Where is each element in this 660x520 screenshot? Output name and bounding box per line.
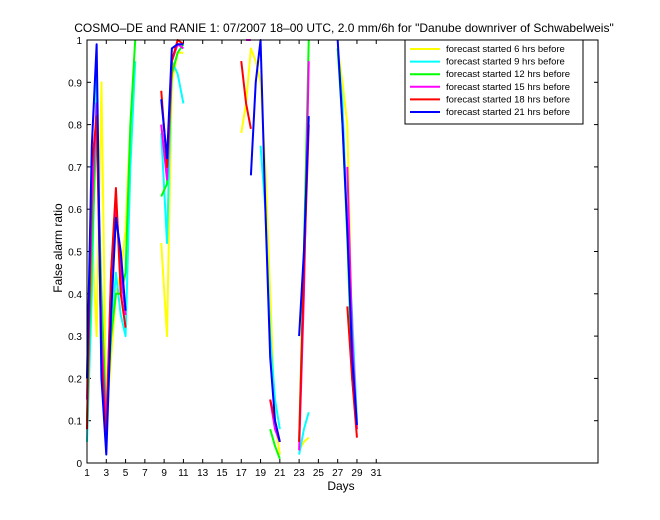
y-axis-ticks: 0 0.1 0.2 0.3 0.4 0.5 0.6 0.7 0.8 0.9 1	[68, 36, 598, 470]
x-tick-label: 9	[161, 468, 167, 479]
y-tick-label: 1	[76, 36, 82, 47]
legend-label: forecast started 21 hrs before	[446, 107, 570, 118]
x-tick-label: 23	[294, 468, 306, 479]
x-tick-label: 29	[351, 468, 363, 479]
y-tick-label: 0	[76, 459, 82, 470]
x-axis-label: Days	[327, 479, 354, 493]
legend-label: forecast started 12 hrs before	[446, 69, 570, 80]
plot-frame	[86, 39, 599, 464]
x-tick-label: 27	[332, 468, 344, 479]
series-line	[240, 61, 252, 130]
series-line	[86, 43, 127, 456]
x-tick-label: 25	[313, 468, 325, 479]
y-tick-label: 0.3	[68, 332, 82, 343]
chart-title: COSMO–DE and RANIE 1: 07/2007 18–00 UTC,…	[74, 21, 613, 35]
legend-items: forecast started 6 hrs before forecast st…	[410, 44, 570, 118]
y-tick-label: 0.5	[68, 248, 82, 259]
legend-box	[404, 39, 584, 125]
legend-label: forecast started 9 hrs before	[446, 57, 565, 68]
legend: forecast started 6 hrs before forecast st…	[404, 39, 584, 125]
series-6	[86, 39, 358, 456]
x-tick-label: 15	[216, 468, 228, 479]
x-tick-label: 13	[197, 468, 209, 479]
y-tick-label: 0.7	[68, 163, 82, 174]
x-tick-label: 5	[123, 468, 129, 479]
x-tick-label: 21	[274, 468, 286, 479]
series-line	[249, 39, 281, 443]
series-line	[336, 39, 358, 426]
series-line	[160, 43, 184, 160]
x-tick-label: 11	[178, 468, 189, 479]
y-tick-label: 0.8	[68, 121, 82, 132]
y-tick-label: 0.6	[68, 205, 82, 216]
legend-label: forecast started 18 hrs before	[446, 94, 570, 105]
series-line	[346, 306, 358, 438]
y-tick-label: 0.4	[68, 290, 82, 301]
x-tick-label: 17	[236, 468, 248, 479]
y-tick-label: 0.2	[68, 374, 82, 385]
x-tick-label: 7	[142, 468, 148, 479]
x-tick-label: 19	[255, 468, 267, 479]
series-line	[269, 428, 281, 460]
x-tick-label: 3	[104, 468, 110, 479]
x-axis-ticks: 1 3 5 7 9 11 13 15 17 19 21 23 25 27 29 31	[84, 40, 382, 479]
y-tick-label: 0.1	[68, 417, 82, 428]
legend-label: forecast started 15 hrs before	[446, 82, 570, 93]
series-line	[298, 116, 310, 337]
y-axis-label: False alarm ratio	[51, 203, 65, 293]
x-tick-label: 1	[84, 468, 90, 479]
y-tick-label: 0.9	[68, 78, 82, 89]
x-tick-label: 31	[371, 468, 383, 479]
legend-label: forecast started 6 hrs before	[446, 44, 565, 55]
series-layer	[86, 39, 358, 460]
series-line	[298, 411, 310, 455]
